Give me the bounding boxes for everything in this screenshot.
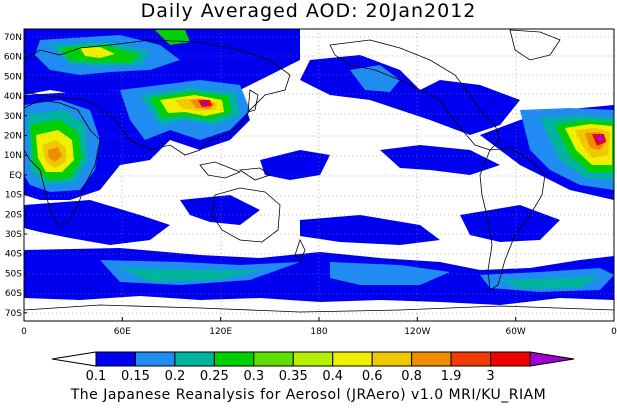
- lon-label: 0: [611, 327, 617, 337]
- lat-label: 60N: [4, 53, 22, 63]
- colorbar-swatch: [292, 351, 334, 367]
- colorbar-label: 1.9: [441, 369, 462, 384]
- colorbar-label: 0.35: [279, 369, 308, 384]
- lat-label: 70N: [4, 33, 22, 43]
- lon-label: 120W: [404, 327, 430, 337]
- colorbar-label: 0.1: [86, 369, 107, 384]
- lat-label: 30S: [5, 230, 22, 240]
- aod-field: [24, 29, 614, 305]
- lat-axis-labels: 70N 60N 50N 40N 30N 20N 10N EQ 10S 20S 30S 40S 50S 60…: [4, 33, 27, 319]
- lon-label: 120E: [209, 327, 232, 337]
- colorbar-low-triangle: [51, 351, 97, 367]
- colorbar-label: 0.25: [200, 369, 229, 384]
- colorbar-swatch: [490, 351, 531, 367]
- colorbar-swatch: [411, 351, 452, 367]
- lat-label: 60S: [5, 289, 22, 299]
- lat-label: EQ: [9, 171, 22, 181]
- colorbar-high-triangle: [529, 351, 575, 367]
- lat-label: 10N: [4, 151, 22, 161]
- colorbar-label: 0.3: [243, 369, 264, 384]
- colorbar-label: 0.2: [165, 369, 186, 384]
- lon-label: 60W: [505, 327, 525, 337]
- lon-label: 60E: [114, 327, 131, 337]
- lat-label: 20N: [4, 132, 22, 142]
- lat-label: 50N: [4, 72, 22, 82]
- lat-label: 40S: [5, 250, 22, 260]
- colorbar-label: 0.6: [362, 369, 383, 384]
- colorbar: 0.1 0.15 0.2 0.25 0.3 0.35 0.4 0.6 0.8 1.9 3: [51, 351, 575, 384]
- lat-label: 10S: [5, 191, 22, 201]
- colorbar-swatch: [134, 351, 176, 367]
- lon-axis-labels: 0 60E 120E 180 120W 60W 0: [21, 317, 617, 337]
- colorbar-label: 0.4: [322, 369, 343, 384]
- colorbar-label: 0.8: [401, 369, 422, 384]
- colorbar-swatch: [371, 351, 413, 367]
- colorbar-swatch: [213, 351, 255, 367]
- colorbar-swatch: [95, 351, 136, 367]
- colorbar-swatch: [174, 351, 215, 367]
- graticule: [24, 29, 614, 321]
- lon-label: 0: [21, 327, 27, 337]
- colorbar-swatch: [253, 351, 294, 367]
- colorbar-label: 3: [486, 369, 494, 384]
- coastlines: [24, 29, 614, 313]
- colorbar-swatch: [332, 351, 373, 367]
- lon-label: 180: [310, 327, 327, 337]
- lat-label: 70S: [5, 309, 22, 319]
- lat-label: 30N: [4, 112, 22, 122]
- colorbar-swatch: [450, 351, 492, 367]
- map-title: Daily Averaged AOD: 20Jan2012: [140, 0, 477, 22]
- lat-label: 20S: [5, 210, 22, 220]
- lat-label: 50S: [5, 269, 22, 279]
- colorbar-label: 0.15: [121, 369, 150, 384]
- dataset-credit: The Japanese Reanalysis for Aerosol (JRA…: [70, 387, 547, 403]
- lat-label: 40N: [4, 92, 22, 102]
